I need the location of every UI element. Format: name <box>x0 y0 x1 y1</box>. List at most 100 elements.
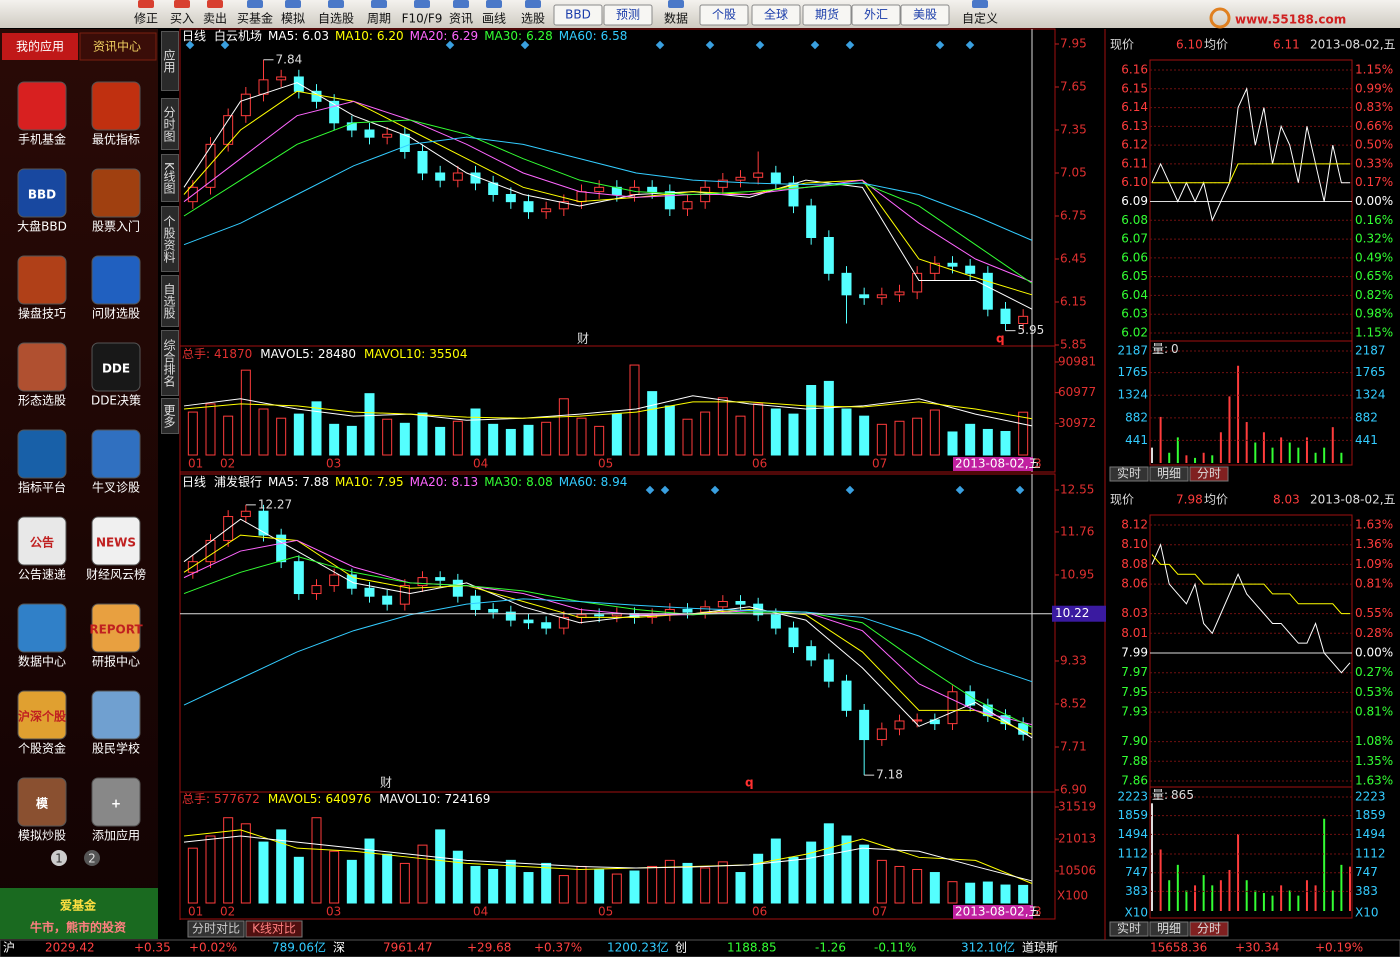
side-tab[interactable]: 分时图 <box>161 98 179 150</box>
toolbar-button-label[interactable]: 期货 <box>815 7 839 22</box>
app-label[interactable]: 股民学校 <box>92 741 140 756</box>
toolbar-button-label[interactable]: 买基金 <box>237 11 273 26</box>
side-tab[interactable]: 更多 <box>161 398 179 434</box>
panel-tab-label[interactable]: 分时 <box>1197 922 1221 936</box>
app-label[interactable]: 模拟炒股 <box>18 829 66 843</box>
toolbar-button[interactable] <box>603 4 653 26</box>
toolbar-button-label[interactable]: 数据 <box>664 11 688 26</box>
bottom-tab[interactable] <box>245 920 303 938</box>
app-label[interactable]: 股票入门 <box>92 219 140 234</box>
toolbar-button-label[interactable]: F10/F9 <box>402 12 443 26</box>
toolbar-button-label[interactable]: 买入 <box>170 12 194 26</box>
app-label[interactable]: 手机基金 <box>18 132 66 147</box>
app-icon[interactable] <box>17 516 67 566</box>
toolbar-button-label[interactable]: 外汇 <box>864 8 888 22</box>
sidebar-tab-label[interactable]: 资讯中心 <box>93 39 141 54</box>
app-label[interactable]: 公告速递 <box>18 568 66 582</box>
app-label[interactable]: 操盘技巧 <box>18 306 66 321</box>
app-label[interactable]: 牛叉诊股 <box>92 480 140 495</box>
app-label[interactable]: 数据中心 <box>18 654 66 669</box>
side-tab[interactable]: 个股资料 <box>161 206 179 272</box>
toolbar-icon[interactable] <box>486 0 502 8</box>
app-icon[interactable] <box>91 429 141 479</box>
toolbar-button-label[interactable]: 选股 <box>521 12 545 26</box>
panel-tab[interactable] <box>1109 466 1149 482</box>
page-number[interactable]: 1 <box>55 852 63 866</box>
banner-title[interactable]: 爱基金 <box>60 898 97 913</box>
panel-tab[interactable] <box>1149 466 1189 482</box>
toolbar-button-label[interactable]: 自定义 <box>962 11 998 26</box>
toolbar-button-label[interactable]: 个股 <box>712 8 736 22</box>
panel-tab-label[interactable]: 实时 <box>1117 466 1141 481</box>
toolbar-button-label[interactable]: 资讯 <box>449 12 473 26</box>
toolbar-button[interactable] <box>553 4 603 26</box>
toolbar-icon[interactable] <box>138 0 154 8</box>
toolbar-button[interactable] <box>900 4 950 26</box>
toolbar-button-label[interactable]: BBD <box>565 8 591 22</box>
toolbar-button-label[interactable]: 画线 <box>482 12 506 26</box>
bottom-tab[interactable] <box>187 920 245 938</box>
app-icon[interactable] <box>17 255 67 305</box>
toolbar-icon[interactable] <box>174 0 190 8</box>
side-tab[interactable]: 自选股 <box>161 275 179 327</box>
toolbar-button-label[interactable]: 卖出 <box>203 12 227 26</box>
toolbar-button-label[interactable]: 预测 <box>616 8 640 22</box>
page-dot[interactable] <box>84 850 100 866</box>
side-tab[interactable]: 应用 <box>161 31 179 91</box>
page-number[interactable]: 2 <box>88 852 96 866</box>
toolbar-icon[interactable] <box>453 0 469 8</box>
sidebar-tab-label[interactable]: 我的应用 <box>16 39 64 54</box>
panel-tab-label[interactable]: 实时 <box>1117 921 1141 936</box>
toolbar-button[interactable] <box>699 4 749 26</box>
app-label[interactable]: 指标平台 <box>18 480 66 495</box>
app-icon[interactable] <box>91 603 141 653</box>
toolbar-button-label[interactable]: 修正 <box>134 11 158 26</box>
app-icon-text[interactable]: + <box>111 797 121 811</box>
app-label[interactable]: 研报中心 <box>92 654 140 669</box>
app-icon-text[interactable]: 模 <box>36 796 49 811</box>
panel-tab-label[interactable]: 明细 <box>1157 922 1181 936</box>
toolbar-icon[interactable] <box>328 0 344 8</box>
page-dot[interactable] <box>51 850 67 866</box>
toolbar-button-label[interactable]: 全球 <box>764 7 788 22</box>
sidebar-tab[interactable] <box>79 32 157 61</box>
app-icon[interactable] <box>17 603 67 653</box>
toolbar-button-label[interactable]: 周期 <box>367 12 391 26</box>
side-tab[interactable]: K线图 <box>161 154 179 202</box>
app-icon-text[interactable]: 沪深个股 <box>18 709 67 724</box>
toolbar-button-label[interactable]: 自选股 <box>318 12 354 26</box>
toolbar-icon[interactable] <box>371 0 387 8</box>
app-icon[interactable] <box>91 81 141 131</box>
app-icon-text[interactable]: REPORT <box>89 623 143 637</box>
app-icon-text[interactable]: BBD <box>28 188 56 202</box>
app-icon[interactable] <box>91 168 141 218</box>
app-icon-text[interactable]: 公告 <box>30 535 54 550</box>
bottom-tab-label[interactable]: K线对比 <box>252 922 296 936</box>
app-icon[interactable] <box>91 516 141 566</box>
toolbar-button-label[interactable]: 美股 <box>913 8 937 22</box>
toolbar-icon[interactable] <box>414 0 430 8</box>
panel-tab[interactable] <box>1189 466 1229 482</box>
side-tab[interactable]: 综合排名 <box>161 330 179 396</box>
app-label[interactable]: 个股资金 <box>18 741 66 756</box>
panel-tab-label[interactable]: 分时 <box>1197 467 1221 481</box>
app-icon[interactable] <box>17 690 67 740</box>
app-icon[interactable] <box>17 777 67 827</box>
banner[interactable] <box>0 888 158 939</box>
toolbar-button[interactable] <box>802 4 852 26</box>
app-label[interactable]: 形态选股 <box>18 394 66 408</box>
toolbar-button[interactable] <box>851 4 901 26</box>
toolbar-icon[interactable] <box>525 0 541 8</box>
toolbar-icon[interactable] <box>207 0 223 8</box>
panel-tab[interactable] <box>1189 921 1229 937</box>
toolbar-button-label[interactable]: 模拟 <box>281 12 305 26</box>
toolbar-button[interactable] <box>751 4 801 26</box>
panel-tab-label[interactable]: 明细 <box>1157 467 1181 481</box>
app-label[interactable]: 添加应用 <box>92 828 140 843</box>
app-label[interactable]: 最优指标 <box>92 132 140 147</box>
app-label[interactable]: 大盘BBD <box>17 219 67 234</box>
app-icon[interactable] <box>17 81 67 131</box>
app-icon[interactable] <box>91 342 141 392</box>
app-icon[interactable] <box>17 168 67 218</box>
toolbar-icon[interactable] <box>972 0 988 8</box>
